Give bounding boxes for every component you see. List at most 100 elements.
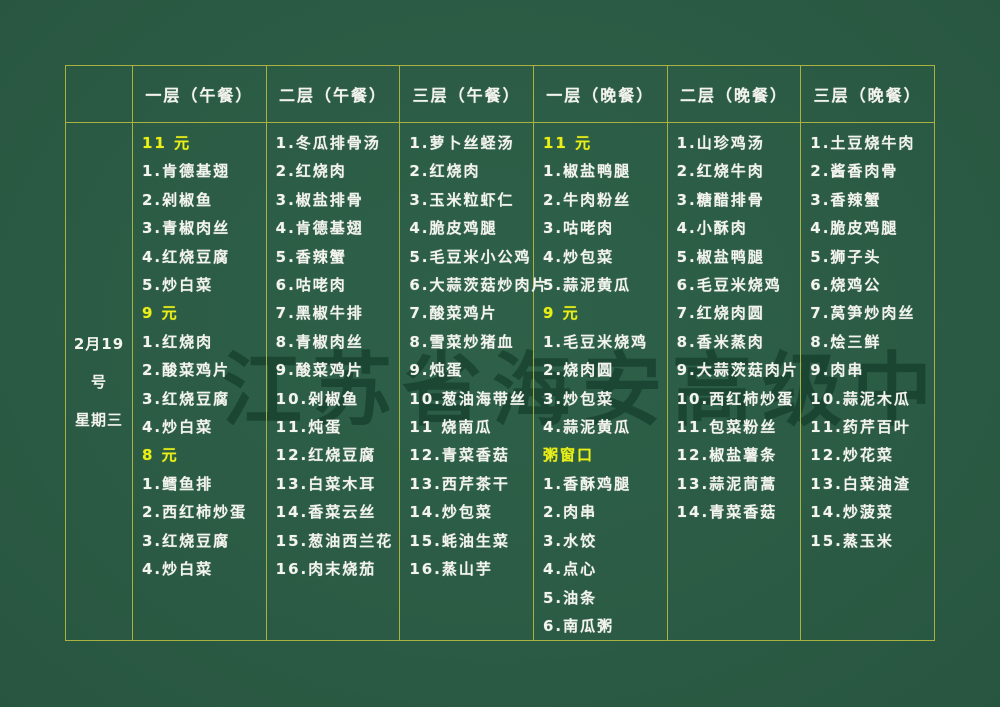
menu-item: 11.炖蛋	[275, 418, 343, 437]
menu-item: 16.蒸山芋	[409, 560, 493, 579]
weekday-text: 星期三	[74, 410, 123, 429]
menu-item: 3.玉米粒虾仁	[409, 190, 515, 209]
body-row: 2月19号 星期三 11 元 1.肯德基翅 2.剁椒鱼 3.青椒肉丝 4.红烧豆腐 5.炒…	[65, 121, 935, 642]
menu-item: 3.炒包菜	[542, 389, 615, 408]
menu-item: 4.脆皮鸡腿	[810, 219, 899, 238]
menu-item: 1.毛豆米烧鸡	[542, 332, 649, 351]
price-label: 11 元	[542, 134, 593, 152]
menu-item: 5.椒盐鸭腿	[676, 247, 765, 266]
menu-item: 2.肉串	[542, 503, 598, 522]
menu-item: 9.酸菜鸡片	[275, 361, 364, 380]
menu-item: 2.酸菜鸡片	[142, 361, 231, 380]
menu-item: 4.小酥肉	[676, 219, 748, 238]
date-header-cell	[65, 65, 133, 123]
menu-item: 5.炒白菜	[142, 276, 214, 295]
menu-item: 6.烧鸡公	[810, 276, 882, 295]
menu-item: 1.冬瓜排骨汤	[275, 134, 381, 152]
menu-item: 4.蒜泥黄瓜	[542, 418, 632, 437]
column-header-5: 二层（晚餐）	[666, 65, 802, 123]
menu-item: 10.剁椒鱼	[275, 389, 360, 408]
menu-item: 3.糖醋排骨	[676, 190, 765, 209]
menu-item: 15.蚝油生菜	[409, 531, 510, 550]
menu-item: 1.椒盐鸭腿	[542, 162, 632, 181]
menu-item: 3.咕咾肉	[542, 219, 615, 238]
menu-item: 6.毛豆米烧鸡	[676, 276, 782, 295]
menu-item: 2.烧肉圆	[542, 361, 615, 380]
menu-item: 13.蒜泥茼蒿	[676, 474, 778, 493]
menu-item: 15.葱油西兰花	[275, 531, 394, 550]
menu-item: 5.蒜泥黄瓜	[542, 276, 632, 295]
menu-item: 13.白菜油渣	[810, 474, 911, 493]
menu-item: 12.青菜香菇	[409, 446, 510, 465]
column-header-3: 三层（午餐）	[399, 65, 534, 123]
menu-column-3: 1.萝卜丝蛏汤 2.红烧肉 3.玉米粒虾仁 4.脆皮鸡腿 5.毛豆米小公鸡 6.大蒜茨菇炒…	[399, 121, 546, 642]
menu-item: 3.水饺	[542, 531, 598, 550]
menu-column-2: 1.冬瓜排骨汤 2.红烧肉 3.椒盐排骨 4.肯德基翅 5.香辣蟹 6.咕咾肉 7.黑椒牛排…	[265, 121, 401, 642]
menu-item: 8.香米蒸肉	[676, 332, 765, 351]
menu-item: 3.红烧豆腐	[142, 389, 231, 408]
menu-item: 3.香辣蟹	[810, 190, 882, 209]
menu-item: 1.香酥鸡腿	[542, 474, 632, 493]
menu-item: 7.红烧肉圆	[676, 304, 765, 323]
menu-item: 10.蒜泥木瓜	[810, 389, 911, 408]
menu-item: 10.西红柿炒蛋	[676, 389, 795, 408]
menu-item: 4.炒白菜	[142, 418, 214, 437]
menu-item: 4.炒白菜	[142, 560, 214, 579]
menu-item: 2.红烧肉	[409, 162, 481, 181]
price-label: 粥窗口	[542, 446, 594, 465]
price-label: 9 元	[542, 304, 580, 323]
menu-item: 1.红烧肉	[142, 332, 214, 351]
menu-item: 4.肯德基翅	[275, 219, 364, 238]
menu-item: 12.椒盐薯条	[676, 446, 778, 465]
price-label: 9 元	[142, 304, 179, 323]
menu-item: 2.红烧肉	[275, 162, 347, 181]
menu-item: 5.香辣蟹	[275, 247, 347, 266]
menu-item: 14.炒菠菜	[810, 503, 894, 522]
menu-item: 15.蒸玉米	[810, 531, 894, 550]
menu-item: 8.青椒肉丝	[275, 332, 364, 351]
menu-column-4: 11 元 1.椒盐鸭腿 2.牛肉粉丝 3.咕咾肉 4.炒包菜 5.蒜泥黄瓜 9 元 1.毛豆米…	[532, 121, 668, 642]
price-label: 11 元	[142, 134, 192, 152]
column-header-6: 三层（晚餐）	[800, 65, 935, 123]
menu-item: 7.酸菜鸡片	[409, 304, 498, 323]
menu-table: 一层（午餐） 二层（午餐） 三层（午餐） 一层（晚餐） 二层（晚餐） 三层（晚餐） 2月1…	[65, 65, 935, 642]
menu-item: 14.青菜香菇	[676, 503, 778, 522]
menu-item: 13.西芹茶干	[409, 474, 510, 493]
menu-item: 14.炒包菜	[409, 503, 493, 522]
date-cell: 2月19号 星期三	[65, 121, 133, 642]
menu-item: 9.炖蛋	[409, 361, 464, 380]
column-header-4: 一层（晚餐）	[532, 65, 668, 123]
menu-item: 11.药芹百叶	[810, 418, 911, 437]
menu-item: 16.肉末烧茄	[275, 560, 377, 579]
column-header-1: 一层（午餐）	[132, 65, 267, 123]
menu-item: 8.烩三鲜	[810, 332, 882, 351]
menu-item: 2.剁椒鱼	[142, 190, 214, 209]
menu-item: 14.香菜云丝	[275, 503, 377, 522]
menu-item: 1.萝卜丝蛏汤	[409, 134, 515, 152]
menu-item: 7.莴笋炒肉丝	[810, 304, 916, 323]
menu-column-1: 11 元 1.肯德基翅 2.剁椒鱼 3.青椒肉丝 4.红烧豆腐 5.炒白菜 9 元 1.红烧肉…	[132, 121, 267, 642]
menu-item: 5.狮子头	[810, 247, 882, 266]
menu-item: 7.黑椒牛排	[275, 304, 364, 323]
menu-item: 5.毛豆米小公鸡	[409, 247, 532, 266]
menu-item: 1.鳕鱼排	[142, 474, 214, 493]
menu-item: 2.牛肉粉丝	[542, 190, 632, 209]
menu-item: 6.南瓜粥	[542, 616, 615, 635]
price-label: 8 元	[142, 446, 179, 465]
menu-item: 2.西红柿炒蛋	[142, 503, 248, 522]
menu-item: 4.炒包菜	[542, 247, 615, 266]
menu-item: 9.肉串	[810, 361, 865, 380]
menu-item: 3.椒盐排骨	[275, 190, 364, 209]
menu-item: 13.白菜木耳	[275, 474, 377, 493]
date-text: 2月19号	[73, 334, 125, 391]
menu-item: 4.点心	[542, 560, 598, 579]
menu-column-6: 1.土豆烧牛肉 2.酱香肉骨 3.香辣蟹 4.脆皮鸡腿 5.狮子头 6.烧鸡公 7.莴笋炒肉…	[800, 121, 935, 642]
menu-item: 6.咕咾肉	[275, 276, 347, 295]
column-header-2: 二层（午餐）	[265, 65, 401, 123]
menu-item: 3.红烧豆腐	[142, 531, 231, 550]
menu-item: 2.酱香肉骨	[810, 162, 899, 181]
menu-item: 5.油条	[542, 588, 598, 607]
menu-item: 12.炒花菜	[810, 446, 894, 465]
menu-item: 1.土豆烧牛肉	[810, 134, 916, 152]
